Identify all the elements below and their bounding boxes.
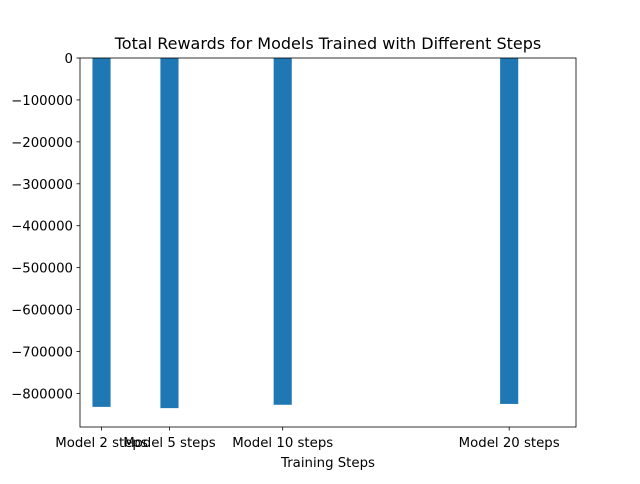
y-tick-label: −700000	[11, 346, 73, 361]
bar-model-2-steps	[92, 58, 111, 407]
x-tick-label: Model 10 steps	[232, 436, 333, 451]
y-tick-label: −400000	[11, 220, 73, 235]
x-tick-label: Model 2 steps	[55, 436, 148, 451]
y-tick-label: −100000	[11, 94, 73, 109]
y-tick-label: −800000	[11, 387, 73, 402]
plot-frame	[79, 57, 577, 428]
y-tick-label: −600000	[11, 304, 73, 319]
y-tick-label: −300000	[11, 178, 73, 193]
x-tick-label: Model 20 steps	[459, 436, 560, 451]
bars-group	[92, 58, 519, 409]
bar-model-20-steps	[500, 58, 519, 404]
y-tick-label: −500000	[11, 262, 73, 277]
chart-title: Total Rewards for Models Trained with Di…	[114, 34, 541, 53]
x-tick-label: Model 5 steps	[123, 436, 216, 451]
y-axis: 0 −100000 −200000 −300000 −400000 −500000 −600…	[11, 52, 80, 402]
y-tick-label: −200000	[11, 136, 73, 151]
bar-model-5-steps	[160, 58, 179, 409]
bar-model-10-steps	[273, 58, 292, 405]
y-tick-label: 0	[65, 52, 73, 67]
x-axis-label: Training Steps	[280, 456, 375, 471]
